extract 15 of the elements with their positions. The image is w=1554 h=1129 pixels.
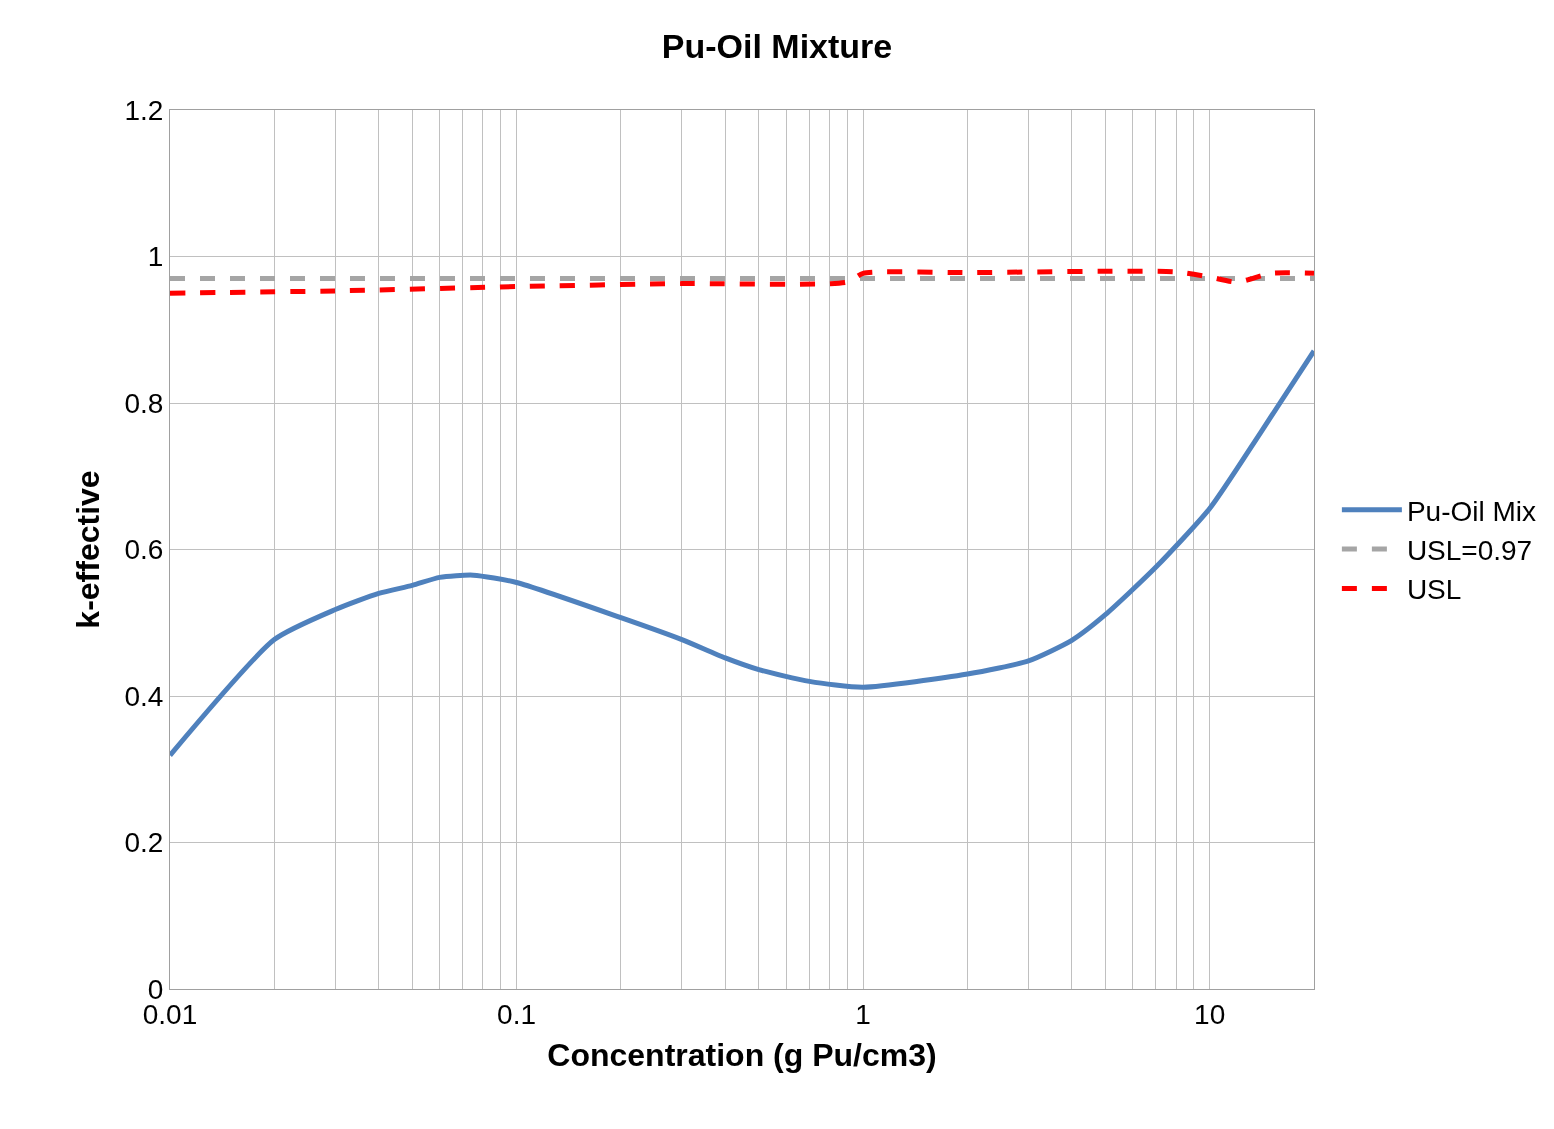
y-tick-label: 0.8 bbox=[124, 387, 164, 419]
y-tick-label: 0.4 bbox=[124, 680, 164, 712]
chart-title: Pu-Oil Mixture bbox=[661, 26, 893, 65]
x-tick-label: 10 bbox=[1194, 998, 1226, 1030]
y-axis-title: k-effective bbox=[69, 470, 106, 629]
y-tick-label: 0.2 bbox=[124, 827, 164, 859]
x-axis-title: Concentration (g Pu/cm3) bbox=[547, 1037, 937, 1074]
y-tick-label: 0.6 bbox=[124, 534, 164, 566]
y-tick-label: 1 bbox=[147, 241, 164, 273]
legend-label: Pu-Oil Mix bbox=[1406, 495, 1537, 527]
x-tick-label: 0.1 bbox=[497, 998, 537, 1030]
y-tick-label: 1.2 bbox=[124, 94, 164, 126]
legend-label: USL bbox=[1406, 574, 1462, 606]
legend-label: USL=0.97 bbox=[1406, 535, 1533, 567]
x-tick-label: 1 bbox=[855, 998, 871, 1030]
